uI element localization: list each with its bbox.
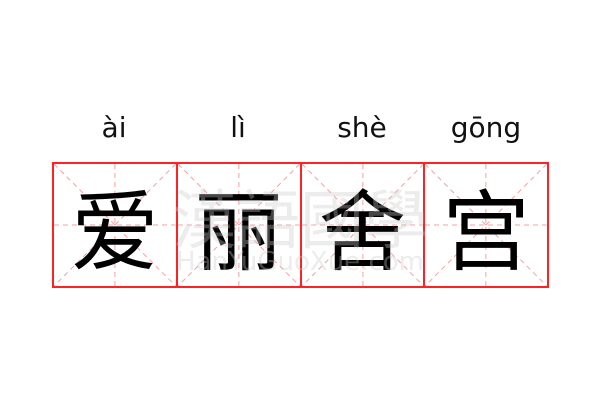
character-1: 爱	[70, 180, 159, 284]
guide-line	[302, 164, 424, 286]
grid-cell: 丽	[178, 164, 302, 286]
character-4: 宫	[442, 180, 531, 284]
grid-cell: 宫	[425, 164, 547, 286]
character-grid: 爱 丽 舍 宫	[52, 162, 549, 288]
guide-line	[178, 164, 300, 286]
guide-line	[178, 164, 300, 286]
pinyin-2: lì	[230, 111, 246, 144]
character-2: 丽	[194, 180, 283, 284]
guide-line	[425, 164, 547, 286]
guide-lines	[302, 164, 424, 286]
guide-line	[302, 164, 424, 286]
pinyin-4: gōng	[450, 111, 522, 144]
guide-lines	[425, 164, 547, 286]
pinyin-3: shè	[337, 111, 387, 144]
guide-lines	[178, 164, 300, 286]
grid-cell: 舍	[302, 164, 426, 286]
character-3: 舍	[318, 180, 407, 284]
pinyin-1: ài	[101, 111, 127, 144]
guide-line	[54, 164, 176, 286]
guide-line	[54, 164, 176, 286]
guide-line	[425, 164, 547, 286]
guide-lines	[54, 164, 176, 286]
grid-cell: 爱	[54, 164, 178, 286]
